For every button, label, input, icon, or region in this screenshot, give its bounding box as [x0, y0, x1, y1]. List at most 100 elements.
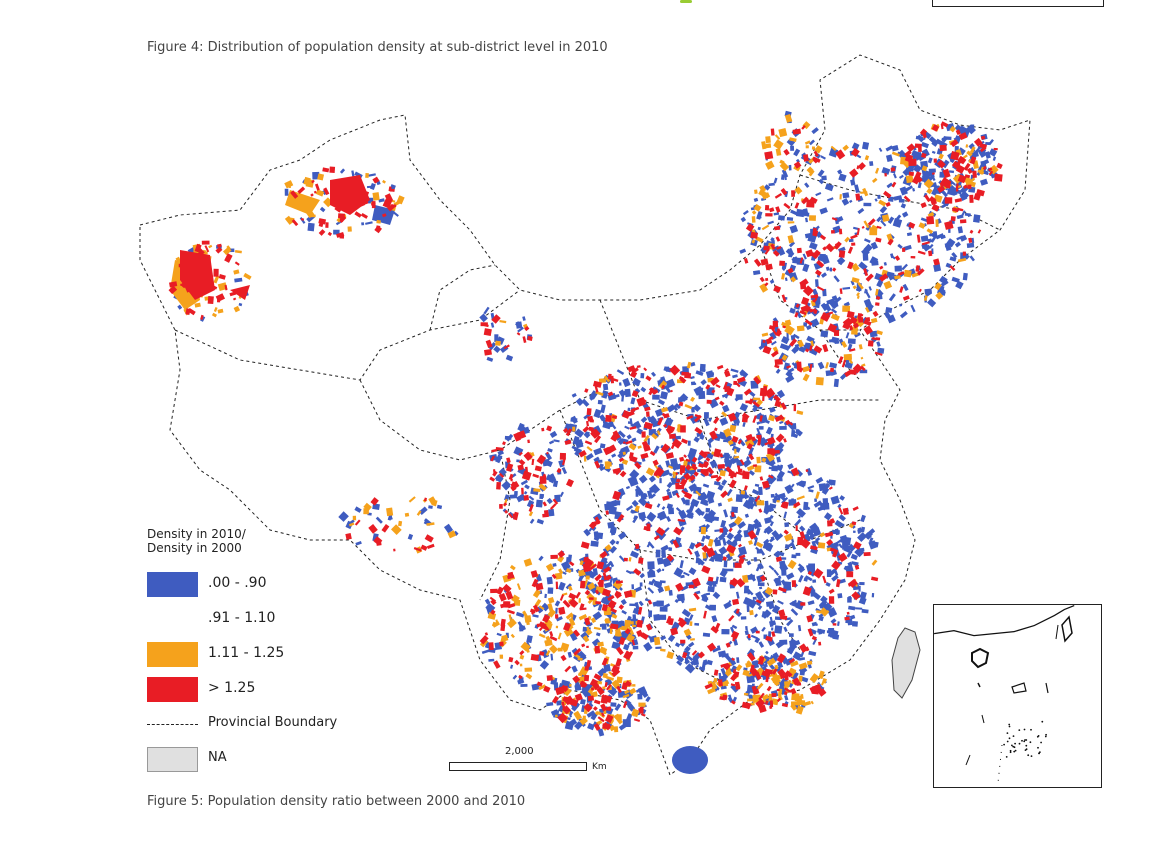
subdistrict-patch — [785, 670, 793, 678]
subdistrict-patch — [924, 288, 933, 295]
subdistrict-patch — [603, 446, 612, 456]
subdistrict-patch — [627, 407, 631, 412]
subdistrict-patch — [815, 279, 819, 288]
subdistrict-patch — [719, 453, 724, 458]
subdistrict-patch — [808, 532, 816, 541]
subdistrict-patch — [798, 675, 803, 682]
subdistrict-patch — [761, 597, 766, 603]
subdistrict-patch — [708, 441, 712, 448]
inset-island — [1023, 728, 1026, 731]
subdistrict-patch — [785, 248, 795, 257]
subdistrict-patch — [784, 687, 792, 693]
subdistrict-patch — [604, 618, 612, 624]
subdistrict-patch — [666, 481, 673, 489]
inset-island — [1005, 756, 1008, 758]
subdistrict-patch — [734, 411, 741, 418]
subdistrict-patch — [600, 404, 606, 414]
subdistrict-patch — [863, 552, 871, 557]
subdistrict-patch — [812, 298, 817, 303]
subdistrict-patch — [765, 543, 774, 552]
subdistrict-patch — [733, 516, 743, 526]
subdistrict-patch — [681, 608, 692, 618]
subdistrict-patch — [728, 471, 737, 478]
subdistrict-patch — [499, 319, 507, 324]
subdistrict-patch — [234, 277, 243, 283]
subdistrict-patch — [817, 542, 826, 549]
subdistrict-patch — [733, 671, 740, 678]
subdistrict-patch — [426, 522, 435, 526]
subdistrict-patch — [498, 467, 507, 476]
inset-island — [1008, 725, 1011, 728]
subdistrict-patch — [779, 420, 784, 425]
subdistrict-patch — [641, 713, 646, 717]
subdistrict-patch — [685, 499, 690, 506]
subdistrict-patch — [931, 203, 940, 212]
subdistrict-patch — [866, 528, 876, 537]
subdistrict-patch — [628, 557, 632, 562]
subdistrict-patch — [968, 143, 975, 150]
subdistrict-patch — [557, 550, 566, 558]
subdistrict-patch — [604, 714, 614, 724]
subdistrict-patch — [783, 511, 788, 519]
subdistrict-patch — [656, 600, 664, 607]
subdistrict-patch — [582, 715, 586, 724]
subdistrict-patch — [685, 458, 691, 462]
subdistrict-patch — [709, 556, 716, 563]
subdistrict-patch — [687, 548, 693, 555]
subdistrict-patch — [851, 142, 860, 151]
subdistrict-patch — [610, 433, 619, 442]
subdistrict-patch — [636, 428, 643, 435]
subdistrict-patch — [561, 701, 566, 709]
subdistrict-patch — [608, 718, 615, 725]
subdistrict-patch — [773, 285, 782, 293]
subdistrict-patch — [660, 648, 666, 652]
scale-bar: 2,000 Km — [449, 746, 609, 776]
subdistrict-patch — [815, 377, 824, 386]
subdistrict-patch — [776, 653, 786, 664]
subdistrict-patch — [579, 603, 585, 611]
subdistrict-patch — [631, 639, 636, 646]
subdistrict-patch — [558, 581, 566, 591]
subdistrict-patch — [775, 433, 785, 443]
subdistrict-patch — [338, 511, 349, 522]
subdistrict-patch — [784, 673, 789, 681]
subdistrict-patch — [706, 466, 715, 475]
subdistrict-patch — [683, 454, 687, 458]
subdistrict-patch — [820, 312, 831, 322]
subdistrict-patch — [507, 603, 516, 609]
subdistrict-patch — [764, 586, 774, 596]
subdistrict-patch — [689, 621, 693, 627]
subdistrict-patch — [799, 525, 806, 532]
subdistrict-patch — [779, 159, 785, 165]
subdistrict-patch — [759, 476, 764, 481]
subdistrict-patch — [777, 575, 782, 580]
legend-label: .00 - .90 — [208, 575, 267, 591]
subdistrict-patch — [837, 621, 840, 626]
subdistrict-patch — [651, 371, 657, 377]
subdistrict-patch — [841, 359, 847, 368]
subdistrict-patch — [737, 521, 746, 529]
subdistrict-patch — [763, 245, 770, 251]
subdistrict-patch — [585, 575, 590, 580]
subdistrict-patch — [526, 635, 533, 644]
subdistrict-patch — [213, 275, 220, 284]
subdistrict-patch — [791, 701, 799, 706]
subdistrict-patch — [679, 397, 688, 403]
inset-island — [1038, 752, 1040, 755]
subdistrict-patch — [530, 570, 539, 578]
subdistrict-patch — [694, 507, 704, 517]
subdistrict-patch — [748, 398, 754, 405]
subdistrict-patch — [558, 568, 564, 575]
subdistrict-patch — [837, 356, 844, 364]
subdistrict-patch — [863, 202, 872, 207]
subdistrict-patch — [770, 627, 774, 631]
subdistrict-patch — [752, 415, 757, 424]
subdistrict-patch — [789, 307, 796, 314]
subdistrict-patch — [730, 368, 739, 373]
subdistrict-patch — [898, 198, 905, 203]
subdistrict-patch — [674, 403, 681, 410]
subdistrict-patch — [583, 528, 591, 537]
inset-island — [1037, 746, 1039, 749]
inset-island — [1012, 735, 1015, 737]
subdistrict-patch — [706, 642, 717, 652]
